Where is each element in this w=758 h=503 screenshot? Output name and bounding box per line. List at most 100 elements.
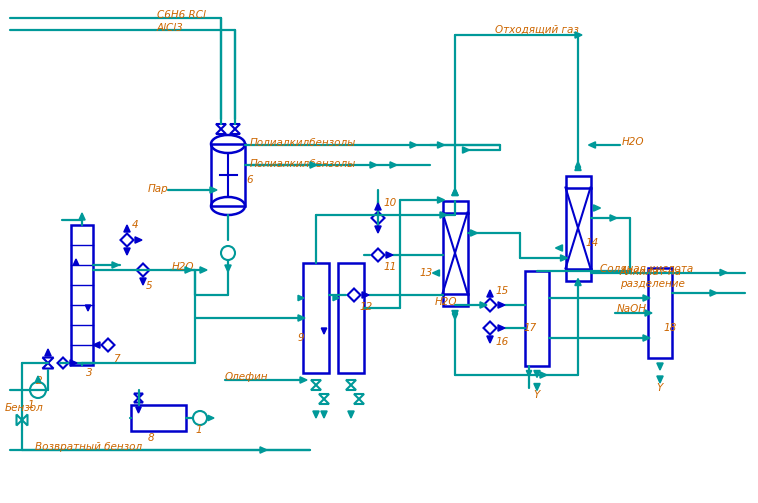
Bar [525, 271, 549, 366]
Polygon shape [575, 163, 581, 171]
Bar [130, 405, 186, 431]
Polygon shape [710, 290, 717, 296]
Text: 9: 9 [298, 333, 305, 343]
Polygon shape [225, 265, 231, 272]
Text: 18: 18 [664, 323, 677, 333]
Text: 1: 1 [195, 425, 202, 435]
Polygon shape [45, 349, 51, 356]
Text: Пар: Пар [148, 184, 169, 194]
Polygon shape [124, 225, 130, 232]
Text: 13: 13 [420, 268, 434, 278]
Text: Отходящий газ: Отходящий газ [495, 25, 579, 35]
Polygon shape [575, 279, 581, 286]
Polygon shape [471, 230, 478, 236]
Polygon shape [313, 411, 319, 418]
Polygon shape [200, 267, 207, 273]
Polygon shape [526, 371, 531, 377]
Bar [211, 144, 245, 206]
Text: C6H6 RCl: C6H6 RCl [157, 10, 206, 20]
Polygon shape [575, 161, 581, 167]
Polygon shape [440, 212, 447, 218]
Text: 1: 1 [28, 400, 35, 410]
Text: 11: 11 [383, 262, 396, 272]
Text: Олефин: Олефин [225, 372, 268, 382]
Polygon shape [136, 407, 141, 413]
Polygon shape [657, 363, 663, 370]
Bar [565, 176, 590, 188]
Text: 2: 2 [36, 376, 42, 386]
Polygon shape [79, 213, 85, 220]
Polygon shape [462, 147, 469, 153]
Text: 16: 16 [495, 337, 509, 347]
Polygon shape [210, 187, 217, 193]
Polygon shape [487, 336, 493, 343]
Polygon shape [298, 295, 304, 301]
Polygon shape [112, 262, 119, 268]
Bar [565, 269, 590, 281]
Polygon shape [437, 142, 444, 148]
Polygon shape [208, 415, 214, 421]
Polygon shape [298, 315, 305, 321]
Bar [443, 201, 468, 212]
Polygon shape [643, 295, 650, 301]
Polygon shape [480, 302, 487, 308]
Polygon shape [452, 189, 458, 196]
Polygon shape [643, 335, 650, 341]
Polygon shape [645, 310, 652, 316]
Polygon shape [386, 252, 393, 258]
Text: 14: 14 [586, 238, 600, 248]
Text: Бензол: Бензол [5, 403, 44, 413]
Polygon shape [534, 383, 540, 390]
Polygon shape [390, 162, 397, 168]
Polygon shape [588, 142, 596, 148]
Polygon shape [86, 305, 91, 311]
Polygon shape [575, 32, 582, 38]
Polygon shape [487, 290, 493, 297]
Text: 7: 7 [113, 354, 120, 364]
Text: AlCl3: AlCl3 [157, 23, 183, 33]
Polygon shape [610, 215, 617, 221]
Polygon shape [437, 197, 444, 203]
Text: 12: 12 [359, 302, 372, 312]
Text: Полиалкилбензолы: Полиалкилбензолы [250, 138, 356, 148]
Bar [648, 268, 672, 358]
Polygon shape [375, 226, 381, 233]
Text: 4: 4 [132, 220, 139, 230]
Polygon shape [594, 205, 600, 211]
Bar [71, 225, 93, 365]
Text: Алкилат на
разделение: Алкилат на разделение [620, 267, 685, 289]
Polygon shape [657, 376, 663, 383]
Polygon shape [185, 267, 192, 273]
Polygon shape [36, 376, 41, 382]
Polygon shape [534, 371, 540, 377]
Polygon shape [93, 342, 100, 348]
Polygon shape [139, 278, 146, 285]
Polygon shape [498, 325, 505, 331]
Polygon shape [453, 313, 458, 319]
Bar [443, 293, 468, 305]
Text: 8: 8 [148, 433, 155, 443]
Polygon shape [410, 142, 417, 148]
Text: Полиалкилбензолы: Полиалкилбензолы [250, 159, 356, 169]
Text: 10: 10 [383, 198, 396, 208]
Polygon shape [433, 270, 440, 276]
Polygon shape [375, 203, 381, 210]
Text: Н2О: Н2О [172, 262, 195, 272]
Polygon shape [321, 328, 327, 334]
Bar [338, 263, 364, 373]
Polygon shape [452, 310, 458, 317]
Text: 3: 3 [86, 368, 92, 378]
Text: 6: 6 [246, 175, 252, 185]
Polygon shape [321, 411, 327, 418]
Text: NaOH: NaOH [617, 304, 647, 314]
Polygon shape [370, 162, 377, 168]
Text: Y: Y [533, 390, 540, 400]
Text: Н2О: Н2О [435, 297, 458, 307]
Polygon shape [74, 259, 79, 265]
Polygon shape [124, 248, 130, 255]
Text: 17: 17 [523, 323, 536, 333]
Polygon shape [560, 255, 568, 261]
Text: Возвратный бензол: Возвратный бензол [35, 442, 143, 452]
Polygon shape [540, 372, 547, 378]
Polygon shape [452, 189, 458, 196]
